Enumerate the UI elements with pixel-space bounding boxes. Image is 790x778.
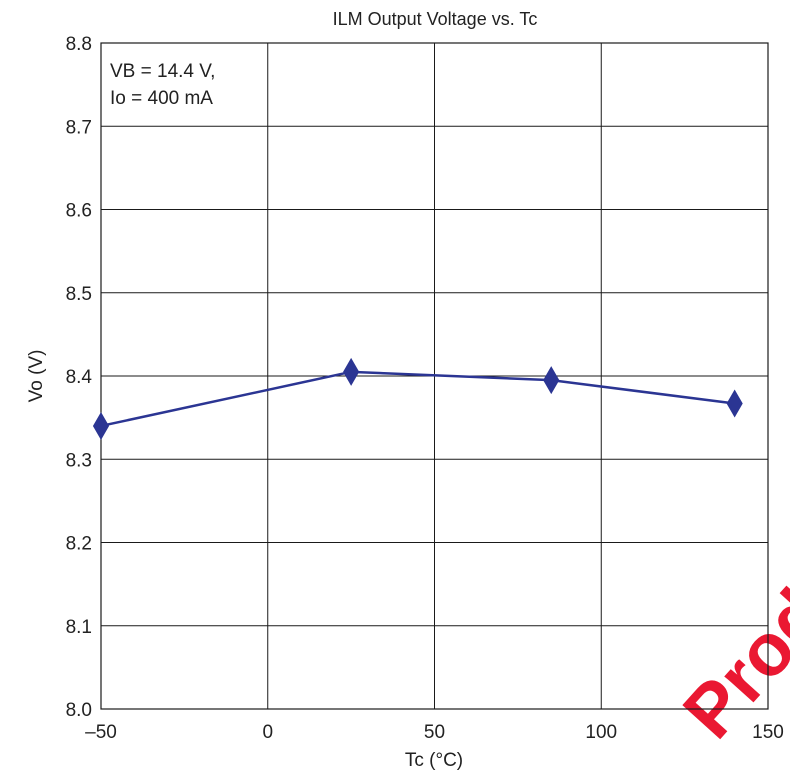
annotation-box	[102, 44, 264, 124]
chart-title: ILM Output Voltage vs. Tc	[333, 9, 538, 29]
y-tick-label: 8.6	[66, 201, 92, 222]
y-tick-label: 8.2	[66, 534, 92, 555]
x-axis-label: Tc (°C)	[405, 750, 463, 771]
data-point-marker	[92, 411, 110, 440]
x-tick-labels: –50 0 50 100 150	[85, 722, 784, 743]
annotation-line-1: VB = 14.4 V,	[110, 61, 215, 82]
annotation-line-2: Io = 400 mA	[110, 88, 213, 109]
y-tick-label: 8.4	[66, 367, 93, 388]
plot-frame	[100, 42, 769, 710]
y-tick-label: 8.7	[66, 117, 92, 138]
x-tick-label: –50	[85, 722, 117, 743]
y-tick-label: 8.1	[66, 617, 92, 638]
y-tick-label: 8.0	[66, 700, 92, 721]
series-layer	[92, 357, 743, 440]
y-tick-label: 8.8	[66, 34, 92, 55]
x-tick-label: 0	[262, 722, 273, 743]
x-tick-label: 100	[585, 722, 617, 743]
series-line	[100, 370, 735, 428]
data-point-marker	[543, 366, 560, 395]
x-tick-label: 150	[752, 722, 784, 743]
y-tick-label: 8.5	[66, 284, 92, 305]
y-tick-labels: 8.0 8.1 8.2 8.3 8.4 8.5 8.6 8.7 8.8	[66, 34, 93, 721]
y-tick-label: 8.3	[66, 450, 92, 471]
y-axis-label: Vo (V)	[26, 350, 47, 403]
data-point-marker	[343, 357, 360, 386]
x-tick-label: 50	[424, 722, 445, 743]
data-point-marker	[726, 389, 743, 418]
